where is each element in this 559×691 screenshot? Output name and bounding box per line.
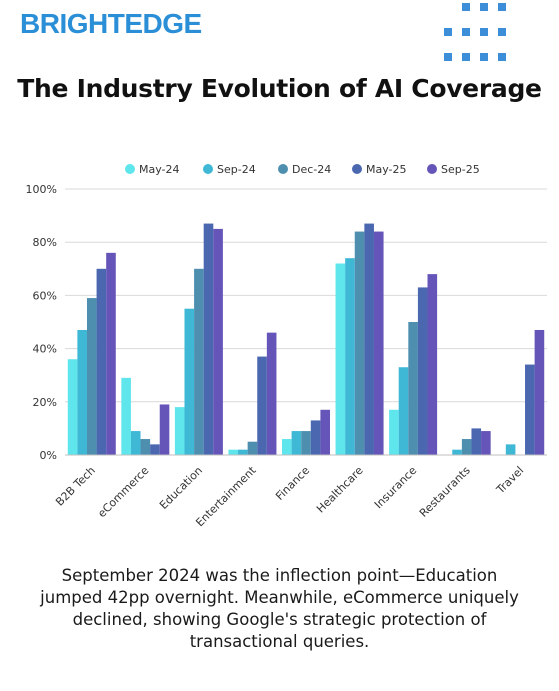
- y-tick-label: 60%: [33, 289, 57, 302]
- x-tick-label: Insurance: [372, 464, 420, 512]
- bar: [427, 274, 438, 455]
- x-tick-label: Travel: [493, 464, 526, 497]
- bar: [150, 444, 160, 455]
- bar: [203, 223, 214, 455]
- legend-label: May-24: [139, 163, 180, 176]
- bar: [140, 439, 151, 455]
- dot-icon: [462, 28, 470, 36]
- bar: [291, 431, 302, 455]
- dot-icon: [480, 28, 488, 36]
- bar: [481, 431, 491, 455]
- x-tick-label: Education: [157, 464, 205, 512]
- bar: [301, 431, 311, 455]
- dot-icon: [444, 53, 452, 61]
- y-tick-label: 20%: [33, 396, 57, 409]
- x-tick-label: Restaurants: [417, 464, 473, 520]
- dot-icon: [480, 3, 488, 11]
- dot-icon: [498, 53, 506, 61]
- bar: [364, 223, 374, 455]
- chart-title: The Industry Evolution of AI Coverage: [17, 74, 542, 103]
- y-tick-label: 0%: [40, 449, 57, 462]
- legend-label: Sep-25: [441, 163, 480, 176]
- caption-text: September 2024 was the inflection point—…: [40, 566, 519, 651]
- dot-icon: [444, 28, 452, 36]
- legend-marker: [125, 164, 135, 174]
- bar: [77, 329, 87, 455]
- bar: [184, 308, 195, 455]
- bar: [238, 449, 248, 455]
- y-tick-label: 80%: [33, 236, 57, 249]
- bar: [534, 329, 545, 455]
- bar: [86, 298, 97, 455]
- bar: [335, 263, 346, 455]
- legend-marker: [352, 164, 362, 174]
- dot-icon: [462, 53, 470, 61]
- dot-icon: [498, 28, 506, 36]
- legend-marker: [203, 164, 213, 174]
- x-tick-label: Healthcare: [314, 464, 366, 516]
- bar: [121, 377, 131, 455]
- bar: [471, 428, 482, 455]
- bar: [452, 449, 462, 455]
- legend-label: Dec-24: [292, 163, 331, 176]
- bar: [106, 252, 116, 455]
- bar: [194, 268, 204, 455]
- x-tick-label: Finance: [273, 464, 312, 503]
- bar: [373, 231, 384, 455]
- bar: [310, 420, 321, 455]
- bar: [354, 231, 365, 455]
- bar: [213, 228, 223, 455]
- y-tick-label: 100%: [26, 183, 57, 196]
- bar: [282, 439, 292, 455]
- x-tick-label: B2B Tech: [53, 464, 98, 509]
- bar: [228, 449, 239, 455]
- bar: [67, 359, 78, 455]
- bar: [345, 258, 355, 455]
- bar: [257, 356, 267, 455]
- legend-marker: [278, 164, 288, 174]
- bar: [461, 439, 472, 455]
- legend-marker: [427, 164, 437, 174]
- decorative-dots-icon: [444, 3, 508, 65]
- bar: [389, 409, 399, 455]
- bar: [247, 441, 258, 455]
- bar: [174, 407, 185, 455]
- legend-label: Sep-24: [217, 163, 256, 176]
- bar: [159, 404, 170, 455]
- bar: [505, 444, 516, 455]
- dot-icon: [498, 3, 506, 11]
- bar: [417, 287, 428, 455]
- x-tick-label: eCommerce: [95, 464, 151, 520]
- brand-logo: BRIGHTEDGE: [20, 8, 202, 39]
- bar: [398, 367, 409, 455]
- bar: [525, 364, 535, 455]
- bar: [266, 332, 277, 455]
- bar: [96, 268, 107, 455]
- bar: [320, 409, 330, 455]
- dot-icon: [462, 3, 470, 11]
- legend-label: May-25: [366, 163, 407, 176]
- dot-icon: [480, 53, 488, 61]
- bar: [408, 322, 418, 455]
- bar: [130, 431, 141, 455]
- y-tick-label: 40%: [33, 343, 57, 356]
